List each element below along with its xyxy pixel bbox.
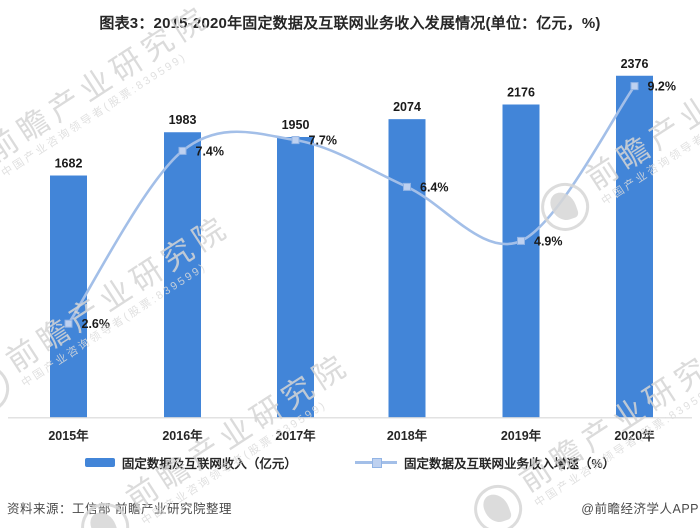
bar-value-label: 2176 xyxy=(507,86,535,100)
growth-marker xyxy=(517,236,525,245)
growth-value-label: 7.4% xyxy=(196,144,225,158)
bar-value-label: 2074 xyxy=(393,100,421,114)
bar-value-label: 2376 xyxy=(621,57,649,71)
line-series-swatch xyxy=(354,458,397,468)
bar xyxy=(277,136,314,418)
growth-marker xyxy=(291,136,300,145)
bar-series-swatch xyxy=(84,458,115,467)
growth-marker xyxy=(178,146,187,155)
legend-label: 固定数据及互联网收入（亿元） xyxy=(121,457,297,471)
growth-marker xyxy=(403,182,411,191)
legend-item-revenue: 固定数据及互联网收入（亿元） xyxy=(84,453,297,472)
bar xyxy=(502,104,540,418)
legend-label: 固定数据及互联网业务收入增速（%） xyxy=(403,457,616,471)
bar xyxy=(388,119,426,418)
growth-marker xyxy=(630,82,639,91)
combo-chart: 2.6% 7.4% 7.7% 6.4% 4.9% 9.2% 1682 1983 1950 2074… xyxy=(8,57,692,443)
growth-value-label: 7.7% xyxy=(309,134,338,148)
bar-value-label: 1682 xyxy=(55,157,83,171)
bar-value-label: 1983 xyxy=(169,113,197,127)
footer-credit: @前瞻经济学人APP xyxy=(581,502,699,516)
footer-source: 资料来源：工信部 前瞻产业研究院整理 xyxy=(7,502,232,516)
bar-value-label: 1950 xyxy=(282,118,310,132)
growth-line xyxy=(67,85,636,325)
x-axis-label: 2020年 xyxy=(614,428,655,443)
growth-value-label: 4.9% xyxy=(534,234,563,248)
x-axis-label: 2018年 xyxy=(387,428,428,443)
bar xyxy=(616,75,653,418)
x-axis-label: 2017年 xyxy=(275,428,316,443)
legend-item-growth: 固定数据及互联网业务收入增速（%） xyxy=(354,453,616,472)
legend: 固定数据及互联网收入（亿元） 固定数据及互联网业务收入增速（%） xyxy=(0,453,700,472)
chart-title: 图表3：2015-2020年固定数据及互联网业务收入发展情况(单位：亿元，%) xyxy=(99,15,601,32)
watermark-logo-icon xyxy=(464,475,532,528)
bar xyxy=(50,175,87,418)
x-axis-label: 2019年 xyxy=(501,428,542,443)
growth-value-label: 9.2% xyxy=(648,80,677,94)
growth-value-label: 2.6% xyxy=(82,317,111,331)
x-axis-label: 2016年 xyxy=(162,428,203,443)
x-axis-label: 2015年 xyxy=(48,428,89,443)
line-swatch-marker xyxy=(371,458,382,468)
growth-value-label: 6.4% xyxy=(420,180,449,194)
bar xyxy=(164,132,201,418)
growth-marker xyxy=(64,319,73,328)
